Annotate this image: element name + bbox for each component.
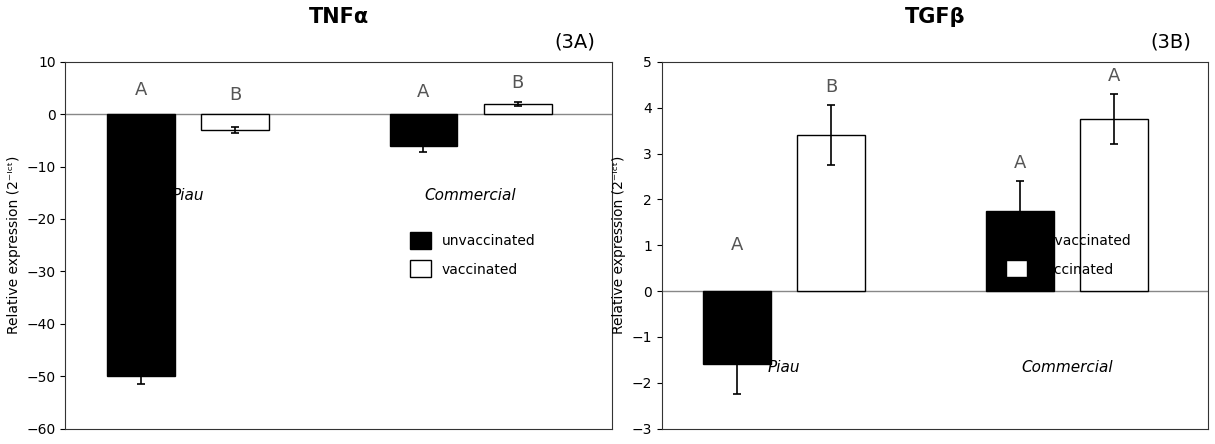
Legend: unvaccinated, vaccinated: unvaccinated, vaccinated [1000, 227, 1137, 283]
Bar [484, 104, 552, 114]
Text: A: A [135, 81, 147, 99]
Text: B: B [512, 75, 524, 92]
Y-axis label: Relative expression (2⁻ᴵᶜᵗ): Relative expression (2⁻ᴵᶜᵗ) [7, 156, 21, 334]
Bar [202, 114, 269, 130]
Text: A: A [731, 236, 744, 254]
Text: B: B [825, 78, 837, 96]
Text: Commercial: Commercial [1021, 360, 1113, 375]
Text: Piau: Piau [768, 360, 801, 375]
Title: TNFα: TNFα [309, 7, 369, 27]
Text: Commercial: Commercial [425, 187, 516, 202]
Text: B: B [228, 86, 241, 104]
Bar [985, 211, 1053, 291]
Text: A: A [417, 83, 430, 101]
Bar [703, 291, 772, 365]
Text: (3A): (3A) [554, 32, 595, 52]
Bar [390, 114, 457, 146]
Y-axis label: Relative expression (2⁻ᴵᶜᵗ): Relative expression (2⁻ᴵᶜᵗ) [612, 156, 626, 334]
Text: A: A [1013, 154, 1025, 172]
Text: (3B): (3B) [1151, 32, 1192, 52]
Text: A: A [1108, 67, 1120, 85]
Text: Piau: Piau [171, 187, 204, 202]
Bar [1080, 119, 1148, 291]
Bar [107, 114, 175, 376]
Legend: unvaccinated, vaccinated: unvaccinated, vaccinated [405, 227, 541, 283]
Title: TGFβ: TGFβ [904, 7, 965, 27]
Bar [797, 135, 865, 291]
